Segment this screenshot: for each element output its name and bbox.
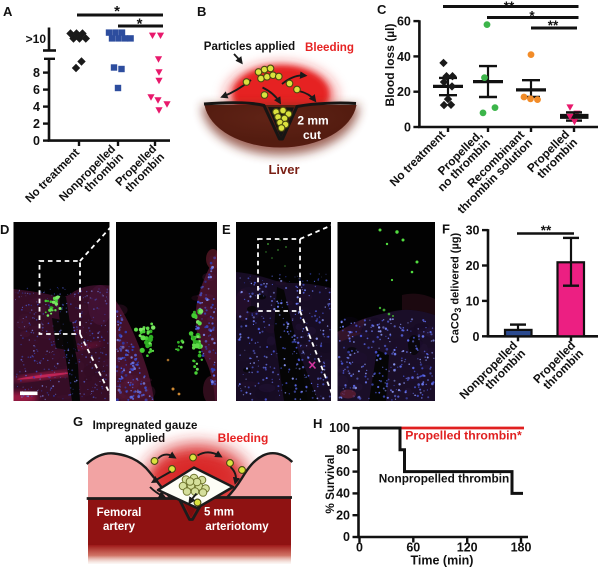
svg-text:60: 60 bbox=[406, 541, 420, 555]
svg-text:100: 100 bbox=[329, 421, 350, 435]
svg-text:0: 0 bbox=[356, 541, 363, 555]
svg-text:applied: applied bbox=[125, 433, 165, 445]
svg-text:0: 0 bbox=[33, 134, 40, 148]
svg-text:60: 60 bbox=[336, 465, 350, 479]
svg-text:>10: >10 bbox=[26, 32, 47, 46]
svg-text:**: ** bbox=[541, 223, 552, 238]
svg-text:**: ** bbox=[504, 0, 515, 14]
svg-text:artery: artery bbox=[103, 521, 136, 533]
svg-text:30: 30 bbox=[466, 224, 480, 238]
svg-text:8: 8 bbox=[33, 66, 40, 80]
svg-text:H: H bbox=[313, 416, 322, 431]
svg-text:A: A bbox=[3, 4, 13, 19]
svg-text:40: 40 bbox=[336, 487, 350, 501]
svg-text:Liver: Liver bbox=[268, 162, 299, 177]
svg-text:6: 6 bbox=[33, 83, 40, 97]
svg-text:0: 0 bbox=[473, 330, 480, 344]
svg-text:CaCO3 delivered (µg): CaCO3 delivered (µg) bbox=[450, 232, 464, 343]
svg-text:Bleeding: Bleeding bbox=[305, 41, 354, 54]
svg-text:0: 0 bbox=[404, 121, 411, 135]
svg-text:% Survival: % Survival bbox=[324, 454, 337, 513]
svg-text:F: F bbox=[442, 222, 450, 237]
svg-text:**: ** bbox=[548, 18, 559, 33]
svg-text:4: 4 bbox=[33, 100, 40, 114]
svg-text:0: 0 bbox=[343, 530, 350, 544]
svg-text:D: D bbox=[0, 222, 9, 237]
svg-text:C: C bbox=[377, 2, 387, 17]
svg-text:Propelled thrombin*: Propelled thrombin* bbox=[405, 429, 522, 443]
svg-text:40: 40 bbox=[397, 50, 411, 64]
svg-text:Time (min): Time (min) bbox=[411, 554, 474, 568]
svg-text:Nonpropelled thrombin: Nonpropelled thrombin bbox=[379, 472, 509, 486]
svg-text:cut: cut bbox=[303, 128, 321, 142]
svg-text:120: 120 bbox=[457, 541, 478, 555]
svg-text:Impregnated gauze: Impregnated gauze bbox=[93, 420, 198, 432]
svg-text:Particles applied: Particles applied bbox=[204, 41, 295, 53]
svg-text:10: 10 bbox=[466, 294, 480, 308]
svg-text:*: * bbox=[137, 16, 143, 33]
svg-text:Blood loss (µl): Blood loss (µl) bbox=[383, 24, 397, 107]
svg-text:*: * bbox=[114, 3, 120, 20]
svg-text:60: 60 bbox=[397, 15, 411, 29]
svg-text:G: G bbox=[73, 414, 83, 429]
svg-text:2: 2 bbox=[33, 117, 40, 131]
svg-text:E: E bbox=[222, 222, 231, 237]
svg-text:B: B bbox=[197, 4, 206, 19]
svg-text:20: 20 bbox=[466, 259, 480, 273]
svg-text:Femoral: Femoral bbox=[97, 507, 142, 519]
svg-text:80: 80 bbox=[336, 443, 350, 457]
svg-text:5 mm: 5 mm bbox=[204, 507, 234, 519]
svg-text:20: 20 bbox=[336, 508, 350, 522]
svg-text:*: * bbox=[529, 9, 535, 24]
svg-text:arteriotomy: arteriotomy bbox=[205, 521, 269, 533]
svg-text:20: 20 bbox=[397, 85, 411, 99]
svg-text:2 mm: 2 mm bbox=[297, 114, 328, 128]
svg-text:180: 180 bbox=[511, 541, 532, 555]
